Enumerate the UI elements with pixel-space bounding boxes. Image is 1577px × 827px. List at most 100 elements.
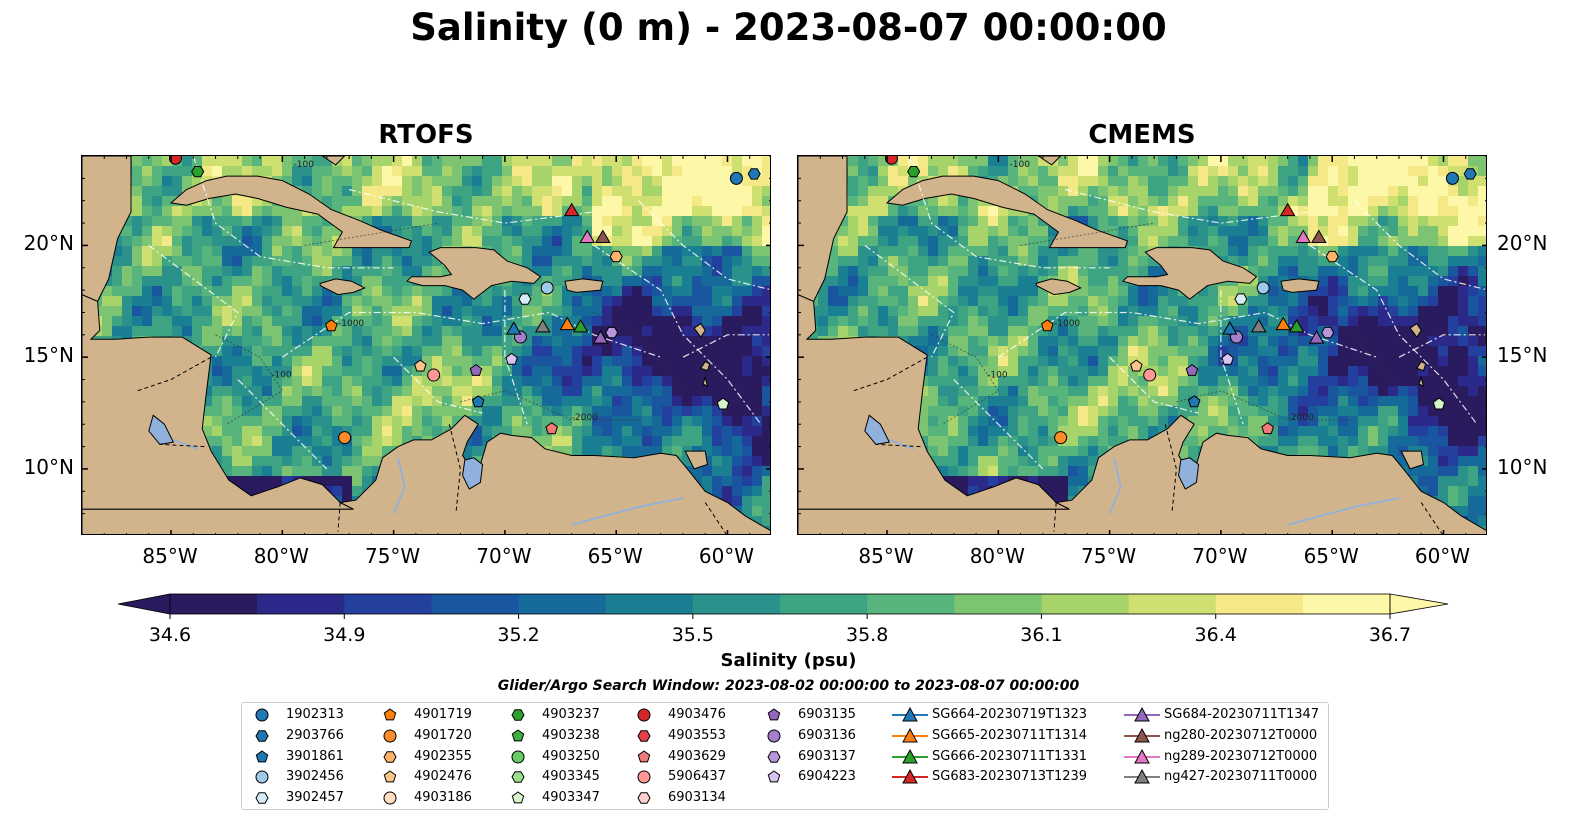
river-2 (888, 439, 915, 450)
eez-boundary-1 (997, 311, 1377, 358)
lat-label-left: 10°N (23, 454, 74, 479)
cmems-map[interactable]: -100 -1000 -2000 -100 (797, 155, 1487, 535)
glider-ng280-20230712T0000[interactable] (1311, 229, 1327, 243)
lon-label: 65°W (1303, 544, 1359, 568)
colorbar-bin (867, 594, 955, 614)
bathymetry-contour-1 (1020, 222, 1155, 246)
argo-float-4903237[interactable] (191, 166, 205, 178)
lon-label: 75°W (1080, 544, 1137, 568)
land-lesser-antilles-2 (700, 360, 711, 372)
bathymetry-contour-3 (1309, 312, 1400, 391)
legend-label: 6903134 (668, 790, 726, 806)
lake-0 (462, 457, 484, 490)
argo-float-4903237[interactable] (907, 166, 921, 178)
argo-float-3902457[interactable] (518, 293, 532, 305)
argo-float-2903766[interactable] (1463, 168, 1477, 180)
argo-float-6903135[interactable] (1185, 363, 1199, 376)
argo-float-4901720[interactable] (1054, 431, 1068, 445)
colorbar-bin (1215, 594, 1304, 614)
argo-float-3902456[interactable] (1256, 281, 1270, 295)
glider-ng289-20230712T0000[interactable] (579, 229, 596, 243)
argo-float-1902313[interactable] (729, 171, 743, 185)
glider-SG683-20230713T1239[interactable] (1279, 202, 1296, 217)
argo-float-4902476[interactable] (1130, 359, 1143, 372)
glider-SG684-20230711T1347[interactable] (592, 330, 609, 344)
contour-label: -1000 (1054, 319, 1080, 329)
land-central-america (798, 156, 1070, 510)
legend-label: 4903238 (542, 727, 600, 743)
land-jamaica (319, 278, 366, 296)
triangle-marker-icon (1124, 769, 1160, 784)
argo-float-4901719[interactable] (325, 319, 338, 332)
glider-ng280-20230712T0000[interactable] (595, 229, 611, 243)
eez-boundary-7 (348, 188, 594, 224)
pentagon-marker-icon (511, 791, 525, 804)
glider-SG665-20230711T1314[interactable] (559, 316, 576, 331)
eez-boundary-9 (1398, 334, 1486, 358)
argo-float-4903629[interactable] (545, 422, 558, 435)
glider-ng427-20230711T0000[interactable] (1250, 318, 1267, 333)
argo-float-4903347[interactable] (1432, 397, 1446, 410)
argo-float-4902476[interactable] (414, 359, 427, 372)
legend-label: 4901719 (414, 707, 472, 722)
triangle-marker-icon (892, 727, 928, 743)
argo-float-6904223[interactable] (505, 352, 518, 365)
argo-float-4903347[interactable] (716, 397, 730, 410)
legend-label: 2903766 (286, 727, 344, 743)
glider-SG684-20230711T1347[interactable] (1308, 330, 1325, 344)
argo-float-4901720[interactable] (338, 431, 352, 445)
glider-SG665-20230711T1314[interactable] (1275, 316, 1292, 331)
country-border-0 (853, 356, 928, 392)
lat-label-right: 20°N (1497, 231, 1548, 256)
glider-SG666-20230711T1331[interactable] (1288, 318, 1305, 333)
rtofs-map[interactable]: -100 -1000 -2000 -100 (81, 155, 771, 535)
pentagon-marker-icon (383, 708, 397, 721)
argo-float-4903629[interactable] (1261, 422, 1274, 435)
cmems-map-canvas: -100 -1000 -2000 -100 (798, 156, 1486, 534)
colorbar-bin (431, 594, 520, 614)
land-yucatan-top (82, 156, 132, 302)
argo-float-3901861[interactable] (1187, 395, 1201, 408)
circle-marker-icon (383, 729, 397, 743)
glider-SG664-20230719T1323[interactable] (1222, 321, 1238, 335)
argo-float-5906437[interactable] (427, 368, 441, 382)
river-0 (392, 457, 406, 514)
eez-boundary-1 (281, 311, 661, 358)
colorbar-bin (780, 594, 868, 614)
contour-label: -1000 (338, 319, 364, 329)
lon-label: 85°W (142, 544, 198, 568)
argo-float-5906437[interactable] (1143, 368, 1157, 382)
argo-float-3901861[interactable] (471, 395, 485, 408)
argo-float-4902355[interactable] (1325, 250, 1339, 263)
argo-float-6903135[interactable] (469, 363, 483, 376)
glider-ng427-20230711T0000[interactable] (534, 318, 551, 333)
river-0 (1108, 457, 1122, 514)
argo-float-4903476[interactable] (168, 156, 182, 165)
hexagon-marker-icon (255, 730, 269, 742)
glider-SG666-20230711T1331[interactable] (572, 318, 589, 333)
colorbar-tick-label: 35.5 (672, 624, 714, 646)
pentagon-marker-icon (255, 749, 269, 762)
argo-float-4901719[interactable] (1041, 319, 1054, 332)
land-cuba (169, 175, 413, 249)
argo-float-4902355[interactable] (609, 250, 623, 263)
eez-boundary-8 (638, 200, 770, 291)
argo-float-6903137[interactable] (1321, 326, 1335, 339)
glider-ng289-20230712T0000[interactable] (1295, 229, 1312, 243)
argo-float-2903766[interactable] (747, 168, 761, 180)
glider-SG683-20230713T1239[interactable] (563, 202, 580, 217)
argo-float-4903476[interactable] (884, 156, 898, 165)
country-border-2 (1053, 502, 1057, 532)
argo-float-6904223[interactable] (1221, 352, 1234, 365)
argo-float-6903137[interactable] (605, 326, 619, 339)
colorbar-extend-min (117, 593, 171, 615)
argo-float-3902457[interactable] (1234, 293, 1248, 305)
argo-float-1902313[interactable] (1445, 171, 1459, 185)
legend-label: 6904223 (798, 769, 856, 785)
colorbar-bin (1302, 594, 1391, 614)
colorbar-tick-label: 34.9 (323, 624, 365, 646)
river-2 (172, 439, 199, 450)
argo-float-3902456[interactable] (540, 281, 554, 295)
legend-label: SG683-20230713T1239 (932, 769, 1088, 785)
glider-SG664-20230719T1323[interactable] (506, 321, 522, 335)
